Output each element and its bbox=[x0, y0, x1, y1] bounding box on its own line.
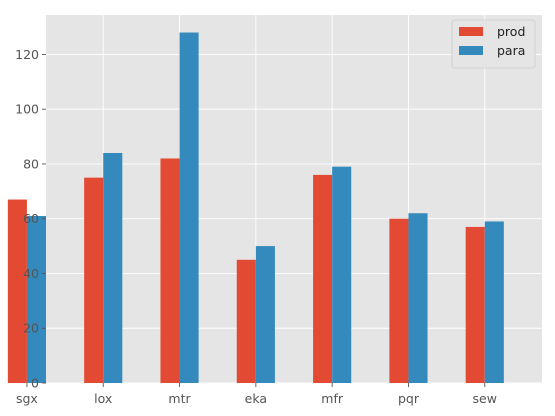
y-tick-label: 60 bbox=[23, 211, 39, 226]
bar-para-pqr bbox=[408, 213, 428, 383]
bar-para-mfr bbox=[332, 166, 352, 383]
x-tick-label: mfr bbox=[321, 391, 344, 406]
bar-prod-sgx bbox=[7, 199, 27, 383]
x-tick-label: sgx bbox=[16, 391, 38, 406]
x-axis-ticks: sgx lox mtr eka mfr pqr sew bbox=[16, 383, 497, 406]
bar-para-eka bbox=[255, 246, 275, 383]
x-tick-label: lox bbox=[94, 391, 112, 406]
x-tick-label: pqr bbox=[398, 391, 420, 406]
bars bbox=[7, 32, 504, 384]
plot-area bbox=[46, 15, 542, 383]
bar-para-sew bbox=[484, 221, 504, 383]
y-tick-label: 40 bbox=[23, 266, 39, 281]
y-tick-label: 100 bbox=[15, 102, 39, 117]
bar-prod-eka bbox=[236, 259, 256, 383]
y-tick-label: 80 bbox=[23, 156, 39, 171]
y-axis-ticks: 0 20 40 60 80 100 120 bbox=[15, 47, 46, 391]
bar-prod-sew bbox=[465, 226, 485, 383]
x-tick-label: eka bbox=[245, 391, 267, 406]
bar-prod-mfr bbox=[313, 174, 333, 383]
legend-swatch-para bbox=[459, 46, 483, 55]
y-tick-label: 0 bbox=[31, 376, 39, 391]
legend-label-prod: prod bbox=[497, 24, 525, 39]
bar-para-mtr bbox=[179, 32, 199, 384]
bar-para-lox bbox=[103, 153, 123, 383]
x-tick-label: mtr bbox=[168, 391, 191, 406]
bar-prod-mtr bbox=[160, 158, 180, 383]
legend-swatch-prod bbox=[459, 27, 483, 36]
y-tick-label: 20 bbox=[23, 321, 39, 336]
bar-prod-pqr bbox=[389, 218, 409, 383]
bar-para-sgx bbox=[26, 215, 46, 383]
x-tick-label: sew bbox=[473, 391, 497, 406]
legend: prod para bbox=[451, 19, 536, 69]
bar-prod-lox bbox=[84, 177, 104, 383]
legend-label-para: para bbox=[497, 43, 525, 58]
y-tick-label: 120 bbox=[15, 47, 39, 62]
